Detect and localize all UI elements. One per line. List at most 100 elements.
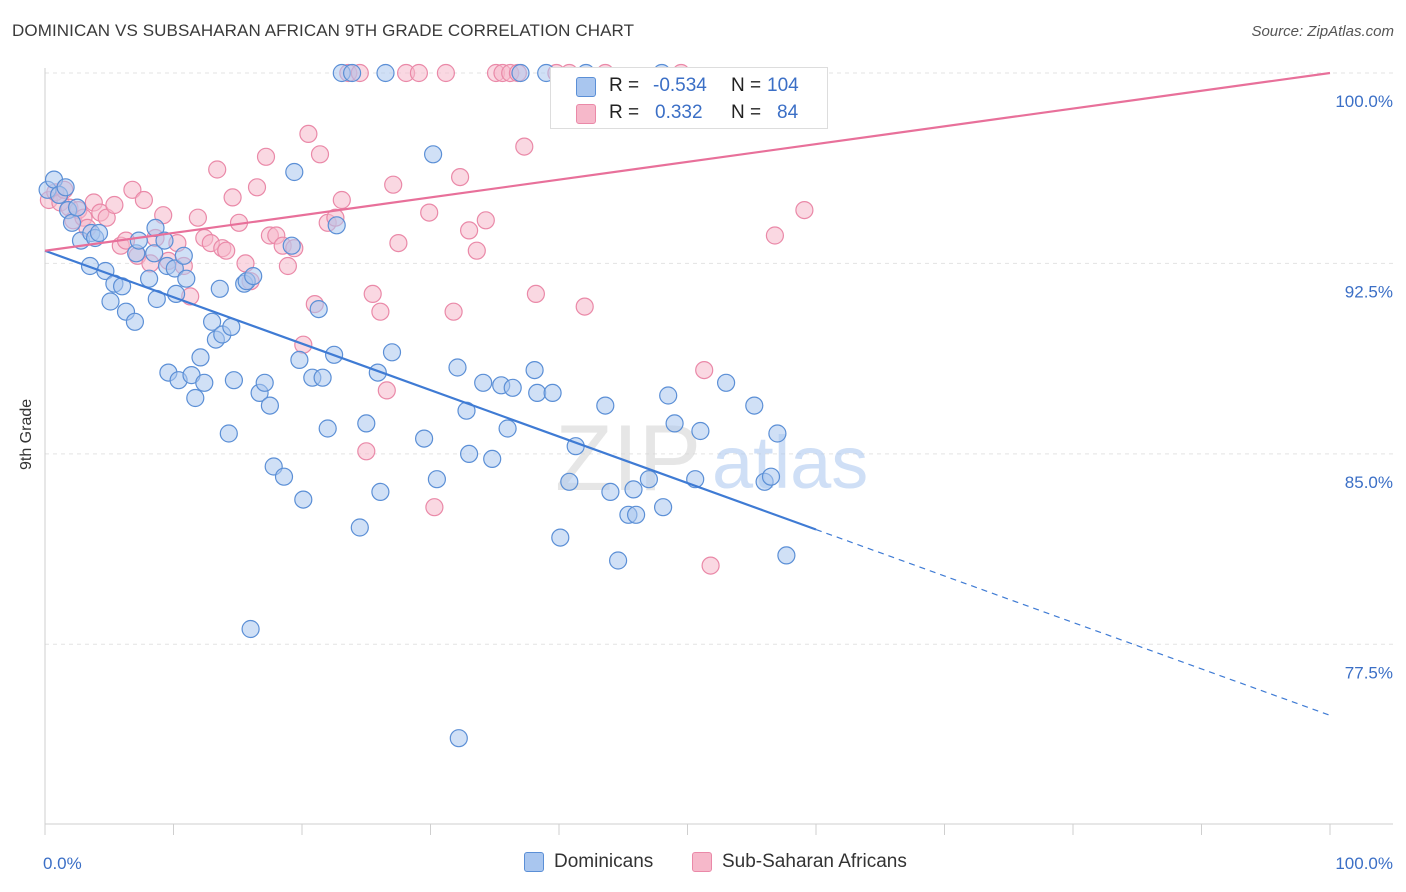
blue-data-point [448,358,467,377]
x-tick-label: 0.0% [43,854,82,873]
pink-data-point [701,556,720,575]
y-tick-label: 100.0% [1335,92,1393,111]
pink-data-point [256,147,276,166]
blue-data-point [626,505,646,524]
stats-row-dominicans: R = -0.534 N = 104 [551,73,829,101]
blue-data-point [761,467,781,486]
blue-data-point [691,421,710,441]
blue-data-point [608,551,628,570]
blue-data-point [210,279,229,298]
blue-data-point [528,383,547,402]
blue-data-point [427,470,446,489]
pink-data-point [451,168,470,187]
blue-data-point [56,178,75,197]
blue-data-point [768,424,787,443]
pink-data-point [310,145,330,164]
blue-data-point [125,312,144,331]
legend-swatch-blue [524,852,544,872]
blue-series-points [38,63,796,748]
pink-data-point [460,221,479,240]
n-label: N = [731,102,762,123]
y-tick-label: 85.0% [1345,473,1393,492]
blue-data-point [777,546,796,565]
blue-data-point [309,300,328,319]
blue-data-point [511,63,530,83]
pink-data-point [765,226,785,245]
blue-data-point [745,396,764,415]
r-label: R = [609,102,640,123]
blue-data-point [191,348,210,367]
pink-data-point [420,203,439,222]
blue-data-point [186,388,205,408]
pink-data-point [795,201,814,220]
blue-data-point [449,729,468,748]
pink-data-point [247,178,267,197]
blue-data-point [376,63,395,83]
blue-data-point [155,231,174,250]
blue-data-point [498,419,517,438]
r-value: -0.534 [653,75,707,96]
pink-data-point [299,124,318,143]
blue-data-point [260,396,279,415]
blue-data-point [371,482,390,501]
blue-data-point [67,198,87,217]
blue-trend-extension [815,528,1331,716]
legend-item-dominicans[interactable]: Dominicans [524,851,653,873]
blue-data-point [525,361,544,380]
pink-data-point [384,175,403,194]
legend-item-subsaharan[interactable]: Sub-Saharan Africans [692,851,907,873]
blue-data-point [560,472,579,491]
y-tick-label: 92.5% [1345,282,1393,301]
pink-data-point [425,498,444,517]
pink-data-point [278,256,297,276]
stats-swatch-pink [576,104,596,124]
blue-data-point [357,414,376,433]
blue-data-point [145,244,164,263]
blue-data-point [294,490,313,509]
blue-data-point [327,216,346,235]
blue-data-point [624,480,643,499]
pink-data-point [217,241,236,260]
blue-trend-line [44,249,817,531]
legend-label: Sub-Saharan Africans [722,851,907,872]
blue-data-point [601,482,620,501]
source-note: Source: ZipAtlas.com [1251,23,1394,40]
blue-data-point [551,528,570,547]
pink-data-point [134,190,153,210]
blue-data-point [165,259,184,278]
pink-data-point [123,180,142,199]
stats-row-subsaharan: R = 0.332 N = 84 [551,100,829,128]
blue-data-point [474,373,493,392]
pink-data-point [515,137,534,156]
pink-data-point [223,188,242,207]
pink-data-point [377,381,396,400]
blue-data-point [224,371,243,390]
blue-data-point [219,424,238,443]
watermark-atlas: atlas [712,421,868,504]
blue-data-point [382,343,402,362]
blue-data-point [424,145,443,164]
trend-lines [44,71,1331,716]
grid-lines [45,72,1393,645]
pink-data-point [467,241,486,260]
blue-data-point [274,467,294,486]
blue-data-point [255,373,274,392]
blue-data-point [101,292,120,311]
blue-data-point [318,419,337,438]
blue-data-point [653,498,673,517]
pink-data-point [526,284,546,303]
stats-swatch-blue [576,77,596,97]
n-value: 104 [767,75,799,96]
pink-data-point [409,63,428,83]
pink-data-point [208,160,227,179]
legend-label: Dominicans [554,851,654,872]
pink-data-point [695,361,714,380]
blue-data-point [460,444,479,463]
pink-data-point [436,63,455,83]
blue-data-point [244,267,263,286]
blue-data-point [313,368,332,387]
r-label: R = [609,75,640,96]
blue-data-point [415,429,434,448]
pink-data-point [332,190,351,210]
